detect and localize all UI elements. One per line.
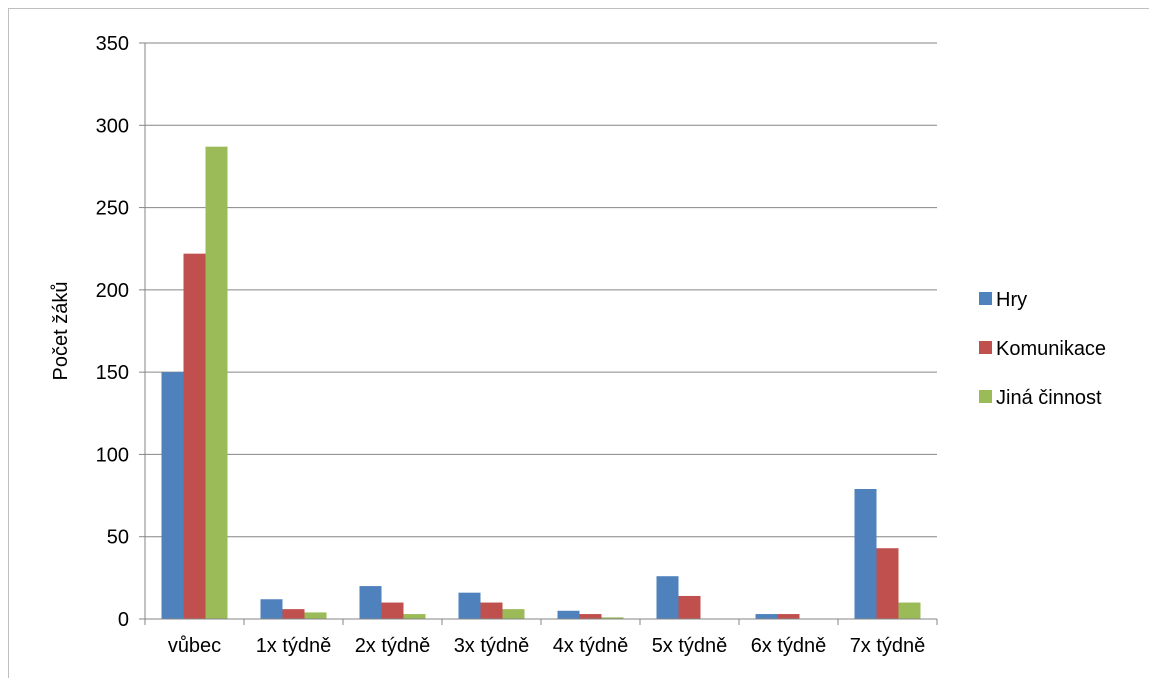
y-axis-label: Počet žáků [50, 282, 72, 381]
bar-jina-cinnost-4x-tydne [601, 617, 624, 619]
axes [139, 42, 938, 625]
bar-jina-cinnost-vubec [205, 146, 228, 619]
bar-hry-2x-tydne [359, 586, 382, 619]
y-tick-label-300: 300 [96, 115, 129, 137]
bar-hry-1x-tydne [260, 599, 283, 619]
bar-komunikace-6x-tydne [777, 614, 800, 619]
x-tick-label-4x-tydne: 4x týdně [553, 635, 629, 657]
x-tick-label-6x-tydne: 6x týdně [751, 635, 827, 657]
bar-komunikace-4x-tydne [579, 614, 602, 619]
legend-swatch-hry [979, 292, 992, 305]
legend-label-jina-cinnost: Jiná činnost [996, 387, 1102, 409]
bar-jina-cinnost-3x-tydne [502, 609, 525, 619]
x-tick-labels: vůbec 1x týdně 2x týdně 3x týdně 4x týdně 5x … [168, 635, 925, 657]
y-tick-label-150: 150 [96, 362, 129, 384]
y-tick-labels: 0 50 100 150 200 250 300 350 [96, 33, 129, 631]
x-tick-label-7x-tydne: 7x týdně [850, 635, 926, 657]
legend-label-komunikace: Komunikace [996, 338, 1106, 360]
y-tick-label-200: 200 [96, 280, 129, 302]
bar-komunikace-vubec [183, 253, 206, 619]
y-tick-label-0: 0 [118, 609, 129, 631]
bar-jina-cinnost-1x-tydne [304, 612, 327, 619]
legend: Hry Komunikace Jiná činnost [979, 289, 1106, 409]
bar-jina-cinnost-2x-tydne [403, 614, 426, 619]
bar-komunikace-1x-tydne [282, 609, 305, 619]
gridlines [145, 42, 937, 538]
legend-label-hry: Hry [996, 289, 1027, 311]
x-tick-label-1x-tydne: 1x týdně [256, 635, 332, 657]
bar-hry-4x-tydne [557, 610, 580, 619]
x-tick-label-5x-tydne: 5x týdně [652, 635, 728, 657]
bar-hry-vubec [161, 372, 184, 619]
legend-swatch-jina-cinnost [979, 390, 992, 403]
bars [161, 146, 921, 619]
y-tick-label-350: 350 [96, 33, 129, 55]
x-tick-label-2x-tydne: 2x týdně [355, 635, 431, 657]
bar-komunikace-2x-tydne [381, 602, 404, 619]
y-tick-label-100: 100 [96, 444, 129, 466]
y-tick-label-50: 50 [107, 527, 129, 549]
x-tick-label-3x-tydne: 3x týdně [454, 635, 530, 657]
x-tick-label-vubec: vůbec [168, 635, 221, 657]
bar-hry-5x-tydne [656, 576, 679, 619]
legend-swatch-komunikace [979, 341, 992, 354]
bar-hry-7x-tydne [854, 488, 877, 619]
bar-jina-cinnost-7x-tydne [898, 602, 921, 619]
bar-komunikace-3x-tydne [480, 602, 503, 619]
bar-komunikace-7x-tydne [876, 548, 899, 619]
bar-komunikace-5x-tydne [678, 595, 701, 619]
bar-hry-3x-tydne [458, 592, 481, 619]
y-tick-label-250: 250 [96, 198, 129, 220]
bar-hry-6x-tydne [755, 614, 778, 619]
